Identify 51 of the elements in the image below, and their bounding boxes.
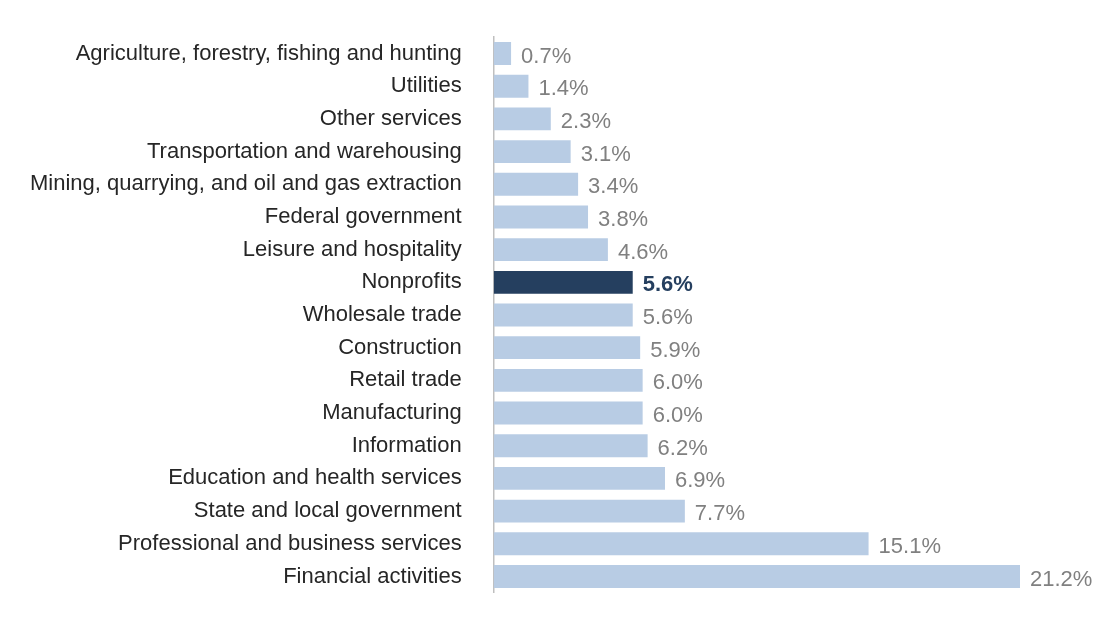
y-tick-label: Financial activities [283, 562, 462, 588]
data-label: 21.2% [1030, 565, 1093, 591]
y-tick-label: Retail trade [349, 366, 462, 392]
bar [493, 205, 589, 229]
bar [493, 172, 579, 196]
y-tick-label: Leisure and hospitality [242, 235, 462, 261]
bar [493, 499, 685, 523]
bar [493, 303, 633, 327]
y-tick-label: Construction [338, 333, 462, 359]
data-label: 6.0% [652, 402, 703, 428]
bar [493, 74, 529, 98]
y-tick-label: Other services [319, 104, 462, 130]
bar [493, 434, 648, 458]
data-label: 3.8% [598, 206, 649, 232]
y-tick-label: Nonprofits [361, 268, 462, 294]
data-label: 5.6% [642, 304, 693, 330]
data-label: 4.6% [617, 238, 669, 264]
bar [493, 466, 665, 490]
bar [493, 532, 869, 556]
bar [493, 270, 633, 294]
y-tick-label: Mining, quarrying, and oil and gas extraction [29, 170, 462, 196]
data-label: 3.4% [588, 173, 639, 199]
bar [493, 565, 1020, 588]
y-tick-label: Manufacturing [322, 399, 462, 425]
bar [493, 42, 512, 65]
data-label: 5.9% [650, 336, 701, 362]
y-tick-label: Transportation and warehousing [146, 137, 462, 163]
data-label: 15.1% [878, 532, 941, 558]
y-tick-label: Education and health services [168, 464, 462, 490]
y-tick-label: Utilities [390, 72, 462, 98]
y-tick-label: Information [351, 431, 462, 457]
bar [493, 140, 571, 164]
y-tick-label: Professional and business services [118, 529, 462, 555]
bar [493, 336, 641, 360]
y-tick-label: State and local government [193, 497, 462, 523]
data-label: 6.0% [652, 369, 703, 395]
data-label: 6.9% [674, 467, 726, 493]
bar [493, 238, 608, 262]
data-label: 7.7% [694, 500, 746, 526]
data-label: 6.2% [657, 434, 708, 460]
data-label: 5.6% [642, 271, 693, 297]
data-label: 3.1% [580, 140, 631, 166]
bar [493, 368, 643, 392]
data-label: 2.3% [560, 107, 611, 133]
data-label: 0.7% [521, 42, 572, 68]
y-tick-label: Agriculture, forestry, fishing and hunting [75, 39, 462, 65]
data-label: 1.4% [538, 75, 589, 101]
bar [493, 107, 551, 131]
y-tick-label: Wholesale trade [302, 301, 462, 327]
y-tick-label: Federal government [264, 203, 462, 229]
bar [493, 401, 643, 425]
